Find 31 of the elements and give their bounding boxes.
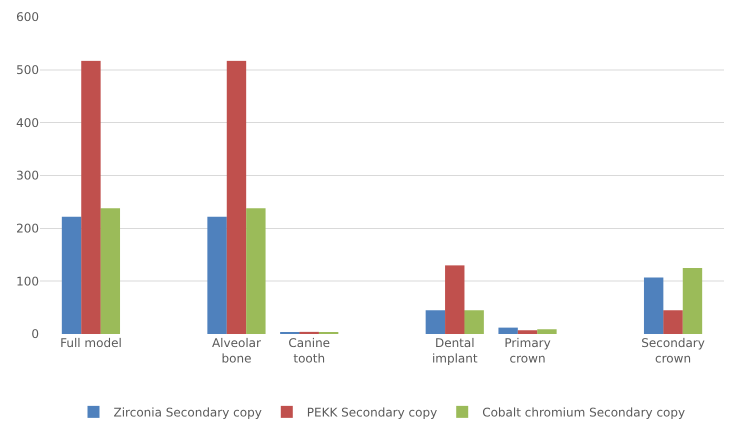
x-tick-label: Full model: [60, 336, 122, 350]
y-tick-label: 100: [16, 274, 39, 288]
x-tick-label: Dental implant: [432, 336, 478, 366]
y-tick-label: 200: [16, 222, 39, 236]
bar: [518, 330, 538, 334]
bar: [246, 208, 266, 334]
bar: [207, 216, 227, 334]
legend-label: PEKK Secondary copy: [306, 406, 438, 420]
bar: [226, 60, 246, 334]
bar: [498, 328, 518, 334]
x-tick-label: Secondary crown: [641, 336, 705, 366]
bar: [682, 268, 702, 334]
x-tick-label: Canine tooth: [288, 336, 330, 366]
y-tick-label: 600: [16, 10, 39, 24]
bar: [62, 216, 82, 334]
bar: [100, 208, 120, 334]
y-tick-label: 300: [16, 168, 39, 183]
x-tick-label: Primary crown: [504, 336, 551, 366]
y-tick-label: 400: [16, 116, 39, 130]
y-tick-label: 500: [16, 63, 39, 78]
x-tick-label: Alveolar bone: [212, 336, 262, 366]
bar: [81, 60, 101, 334]
bar: [464, 310, 484, 334]
bar: [537, 329, 557, 334]
legend-label: Cobalt chromium Secondary copy: [482, 406, 686, 420]
bar: [426, 310, 446, 334]
bar: [445, 265, 464, 334]
bar: [663, 310, 683, 334]
bar: [644, 277, 664, 334]
y-tick-label: 0: [31, 327, 39, 342]
legend-label: Zirconia Secondary copy: [114, 406, 262, 420]
